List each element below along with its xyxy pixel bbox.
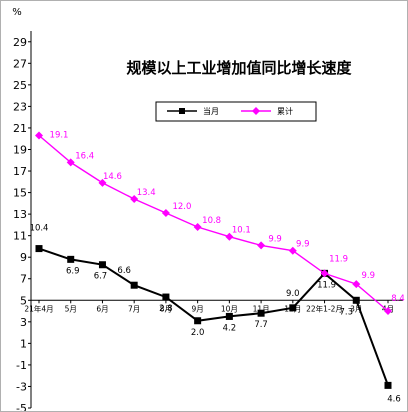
data-point <box>384 307 392 316</box>
legend-label-cumulative: 累计 <box>277 106 293 116</box>
y-tick-label: 17 <box>13 165 27 178</box>
data-label: 7.3 <box>340 307 354 317</box>
data-label: 16.4 <box>75 151 94 161</box>
data-point <box>320 269 329 278</box>
y-tick-label: 23 <box>13 100 27 113</box>
y-tick-label: -1 <box>16 359 27 372</box>
data-label: 9.0 <box>286 289 300 299</box>
data-label: 11.9 <box>329 254 348 264</box>
y-tick-label: 1 <box>20 337 27 350</box>
x-tick-label: 9月 <box>191 304 203 313</box>
x-tick-label: 8月 <box>160 304 172 313</box>
data-label: 4.6 <box>387 394 401 404</box>
data-point <box>257 309 265 317</box>
series-line <box>38 134 389 312</box>
y-tick-label: 9 <box>20 251 27 264</box>
data-point <box>193 223 202 232</box>
y-axis: 29 27 25 23 21 19 17 15 13 11 9 7 5 3 1 -1 -3 -5 <box>13 31 32 411</box>
data-label: 14.6 <box>103 172 122 182</box>
y-tick-label: -3 <box>16 380 27 393</box>
data-label: 9.9 <box>362 271 376 281</box>
data-point <box>225 232 234 241</box>
data-point <box>161 209 170 218</box>
data-label: 6.7 <box>94 272 108 282</box>
x-tick-label: 5月 <box>65 304 77 313</box>
y-tick-label: 3 <box>20 316 27 329</box>
data-label: 2.8 <box>159 304 173 314</box>
data-point <box>288 246 297 255</box>
data-label: 9.9 <box>268 234 282 244</box>
data-point <box>194 317 202 325</box>
data-label: 9.9 <box>296 240 310 250</box>
x-tick-label: 21年4月 <box>24 303 53 313</box>
data-point <box>352 280 361 289</box>
y-tick-label: 29 <box>13 36 27 49</box>
data-label: 2.0 <box>191 328 205 338</box>
legend: 当月 累计 <box>155 101 317 122</box>
data-point <box>289 304 297 312</box>
data-point <box>67 255 75 263</box>
data-label: 10.1 <box>232 226 251 236</box>
data-point <box>384 381 392 389</box>
data-label: 8.4 <box>391 294 405 304</box>
y-tick-label: 25 <box>13 79 27 92</box>
x-tick-label: 7月 <box>128 304 140 313</box>
series-line <box>38 247 389 386</box>
series-monthly: 10.4 6.9 6.7 6.6 2.8 2.0 4.2 7.7 9.0 11.9 7.3 4.6 <box>30 224 401 405</box>
data-point <box>130 195 139 204</box>
y-tick-label: -5 <box>16 402 27 411</box>
data-point <box>257 241 266 250</box>
data-label: 10.4 <box>30 224 49 234</box>
data-point <box>98 261 106 269</box>
legend-label-monthly: 当月 <box>203 106 219 116</box>
data-label: 13.4 <box>137 188 156 198</box>
y-tick-label: 7 <box>20 273 27 286</box>
y-tick-label: 15 <box>13 187 27 200</box>
x-tick-label: 6月 <box>96 304 108 313</box>
legend-box <box>155 101 317 122</box>
series-cumulative: 19.1 16.4 14.6 13.4 12.0 10.8 10.1 9.9 9.9 11.9 9.… <box>35 130 405 316</box>
legend-marker-monthly <box>179 108 185 114</box>
y-tick-label: 11 <box>13 230 27 243</box>
series-area: 10.4 6.9 6.7 6.6 2.8 2.0 4.2 7.7 9.0 11.9 7.3 4.6 19… <box>30 130 405 404</box>
data-point <box>162 293 170 301</box>
x-tick-label: 3月 <box>350 304 362 313</box>
x-tick-label: 10月 <box>221 304 238 313</box>
x-tick-label: 11月 <box>253 304 270 313</box>
data-label: 6.6 <box>117 266 131 276</box>
data-label: 12.0 <box>172 202 191 212</box>
data-label: 7.7 <box>254 320 268 330</box>
data-label: 19.1 <box>50 130 69 140</box>
data-point <box>35 245 43 253</box>
y-tick-label: 19 <box>13 143 27 156</box>
legend-marker-cumulative <box>252 107 260 115</box>
data-point <box>352 296 360 304</box>
data-point <box>98 178 107 187</box>
y-axis-unit: % <box>12 7 22 18</box>
chart-title: 规模以上工业增加值同比增长速度 <box>126 59 352 77</box>
data-label: 6.9 <box>66 266 80 276</box>
data-label: 4.2 <box>223 323 237 333</box>
data-point <box>130 281 138 289</box>
data-point <box>35 131 43 140</box>
y-tick-label: 5 <box>20 294 27 307</box>
y-tick-label: 21 <box>13 122 27 135</box>
data-label: 11.9 <box>317 280 336 290</box>
data-point <box>225 312 233 320</box>
y-tick-label: 13 <box>13 208 27 221</box>
x-tick-label: 22年1-2月 <box>306 303 343 313</box>
y-tick-label: 27 <box>13 57 27 70</box>
data-label: 10.8 <box>202 216 221 226</box>
data-point <box>66 158 75 167</box>
